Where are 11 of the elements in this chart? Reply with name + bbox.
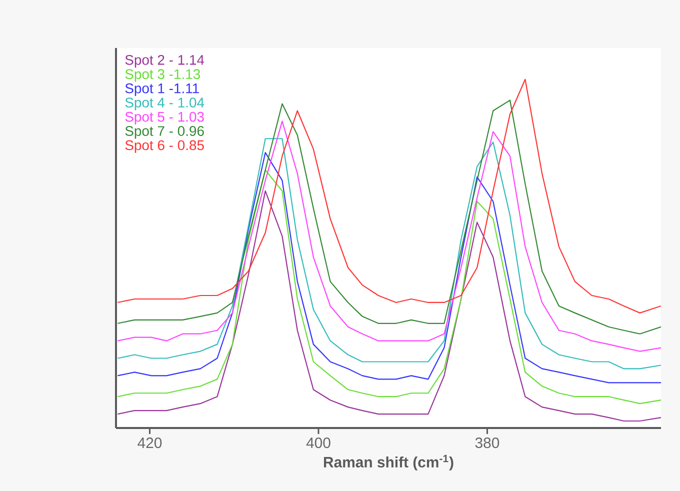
text: Spot 6 - 0.85 bbox=[125, 140, 204, 153]
text: Spot 2 - 1.14 bbox=[125, 54, 204, 68]
x-tick-label: 400 bbox=[306, 438, 330, 448]
text: Spot 3 -1.13 bbox=[125, 69, 200, 82]
text: Spot 7 - 0.96 bbox=[125, 126, 204, 139]
x-tick-label: 420 bbox=[138, 438, 162, 448]
text: Spot 1 -1.11 bbox=[125, 83, 199, 96]
x-axis-title: Raman shift (cm$^{-1}$) bbox=[324, 454, 454, 470]
text: Spot 4 - 1.04 bbox=[125, 98, 204, 110]
text: Spot 5 - 1.03 bbox=[125, 112, 204, 124]
x-tick-label: 380 bbox=[475, 438, 500, 448]
